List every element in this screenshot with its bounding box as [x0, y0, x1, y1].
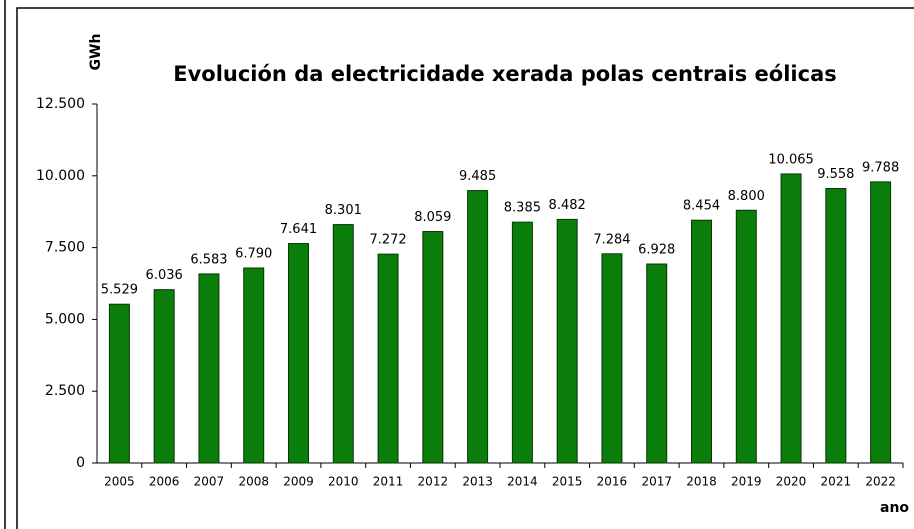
- bar: [825, 187, 847, 464]
- x-tick-label: 2018: [686, 475, 717, 489]
- bar: [153, 289, 175, 464]
- x-tick-label: 2009: [283, 475, 314, 489]
- value-label: 8.482: [549, 198, 586, 213]
- bar: [377, 253, 399, 464]
- x-tick-label: 2013: [462, 475, 493, 489]
- bar: [511, 221, 533, 464]
- value-label: 8.454: [683, 199, 720, 214]
- bar: [243, 267, 265, 464]
- bar: [108, 303, 130, 464]
- x-tick-label: 2010: [328, 475, 359, 489]
- bar: [691, 219, 712, 464]
- value-label: 6.036: [146, 268, 183, 283]
- value-label: 9.485: [459, 169, 496, 184]
- x-tick-label: 2017: [641, 475, 672, 489]
- value-label: 6.583: [190, 252, 227, 267]
- x-tick-label: 2021: [821, 475, 852, 489]
- x-tick-label: 2015: [552, 475, 583, 489]
- x-tick-label: 2022: [865, 475, 896, 489]
- y-tick-label: 0: [76, 455, 85, 471]
- x-axis-label: ano: [880, 500, 909, 516]
- value-label: 8.800: [728, 189, 765, 204]
- bar: [556, 218, 578, 464]
- value-label: 7.641: [280, 222, 317, 237]
- bar: [288, 243, 309, 464]
- value-label: 8.059: [414, 210, 451, 225]
- value-label: 7.284: [593, 232, 630, 247]
- value-label: 10.065: [768, 152, 814, 167]
- y-axis-label: GWh: [88, 34, 104, 71]
- bar: [601, 253, 623, 464]
- x-tick-label: 2016: [597, 475, 628, 489]
- x-tick-label: 2014: [507, 475, 538, 489]
- value-label: 9.558: [817, 167, 854, 182]
- bar: [870, 181, 892, 464]
- value-label: 6.928: [638, 243, 675, 258]
- y-tick-label: 12.500: [36, 96, 85, 112]
- x-tick-label: 2019: [731, 475, 762, 489]
- value-label: 8.385: [504, 201, 541, 216]
- value-label: 5.529: [101, 283, 138, 298]
- value-label: 9.788: [862, 160, 899, 175]
- x-tick-label: 2011: [373, 475, 404, 489]
- bar: [422, 231, 444, 464]
- chart-title: Evolución da electricidade xerada polas …: [173, 62, 837, 86]
- value-label: 6.790: [235, 246, 272, 261]
- x-tick-label: 2006: [149, 475, 180, 489]
- bar: [735, 209, 757, 464]
- x-tick-label: 2005: [104, 475, 135, 489]
- bar: [646, 263, 668, 464]
- y-tick-label: 10.000: [36, 168, 85, 184]
- value-label: 7.272: [369, 233, 406, 248]
- y-tick-label: 5.000: [45, 311, 85, 327]
- x-tick-label: 2012: [418, 475, 449, 489]
- bar: [780, 173, 802, 464]
- y-tick-label: 7.500: [45, 240, 85, 256]
- x-tick-label: 2008: [238, 475, 269, 489]
- y-tick-label: 2.500: [45, 383, 85, 399]
- value-label: 8.301: [325, 203, 362, 218]
- frame: [16, 7, 914, 529]
- bar: [467, 190, 489, 464]
- bar: [332, 224, 354, 464]
- x-tick-label: 2020: [776, 475, 807, 489]
- x-tick-label: 2007: [194, 475, 225, 489]
- bar: [198, 273, 220, 464]
